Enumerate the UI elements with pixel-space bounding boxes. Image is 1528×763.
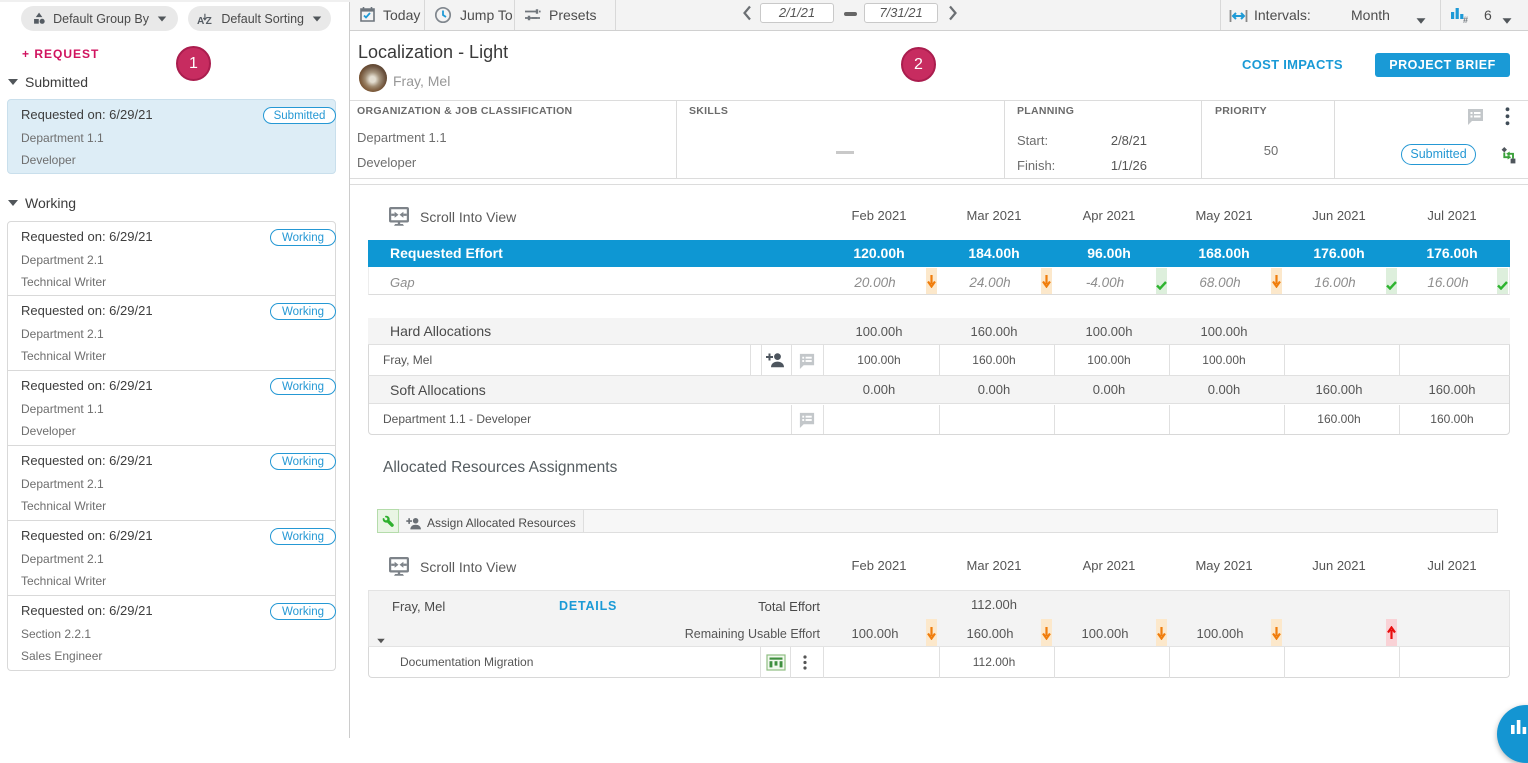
svg-text:#: # (1463, 15, 1468, 23)
svg-text:A: A (197, 15, 205, 26)
svg-text:Z: Z (206, 15, 212, 26)
